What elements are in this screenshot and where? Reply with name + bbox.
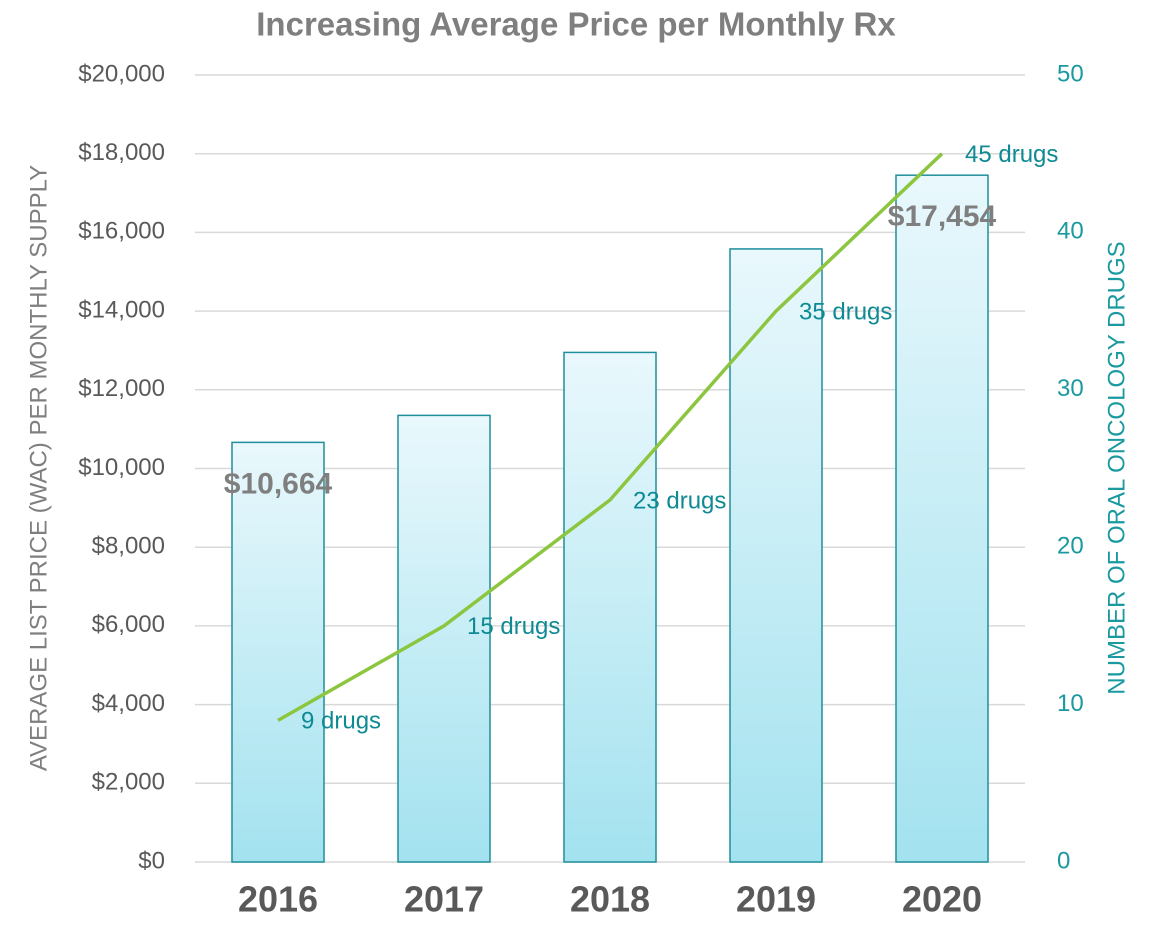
y-tick-label: $8,000 <box>92 533 165 560</box>
y-tick-label: $20,000 <box>78 60 165 87</box>
y2-axis-label: NUMBER OF ORAL ONCOLOGY DRUGS <box>1103 241 1130 694</box>
y-tick-label: $2,000 <box>92 769 165 796</box>
chart-title: Increasing Average Price per Monthly Rx <box>256 6 896 43</box>
bar <box>729 248 823 863</box>
bar <box>563 351 657 863</box>
y-tick-label: $0 <box>138 847 165 874</box>
line-value-label: 45 drugs <box>965 141 1058 168</box>
y2-tick-label: 10 <box>1057 690 1084 717</box>
line-value-label: 15 drugs <box>467 613 560 640</box>
y2-tick-label: 50 <box>1057 60 1084 87</box>
y-tick-label: $18,000 <box>78 139 165 166</box>
y2-tick-label: 40 <box>1057 218 1084 245</box>
bar-value-label: $17,454 <box>888 200 997 233</box>
x-tick-label: 2020 <box>902 879 982 920</box>
line-value-label: 9 drugs <box>301 708 381 735</box>
bar <box>895 174 989 863</box>
y-tick-label: $12,000 <box>78 375 165 402</box>
y2-tick-label: 0 <box>1057 847 1070 874</box>
y2-tick-label: 30 <box>1057 375 1084 402</box>
y-axis-label: AVERAGE LIST PRICE (WAC) PER MONTHLY SUP… <box>25 165 52 771</box>
bar-value-label: $10,664 <box>224 467 333 500</box>
y-tick-label: $6,000 <box>92 611 165 638</box>
y-tick-label: $4,000 <box>92 690 165 717</box>
y-tick-label: $16,000 <box>78 218 165 245</box>
x-tick-label: 2017 <box>404 879 484 920</box>
bar <box>231 441 325 863</box>
x-tick-label: 2016 <box>238 879 318 920</box>
line-value-label: 35 drugs <box>799 298 892 325</box>
line-value-label: 23 drugs <box>633 487 726 514</box>
x-tick-label: 2019 <box>736 879 816 920</box>
bar <box>397 414 491 863</box>
y-tick-label: $14,000 <box>78 296 165 323</box>
line <box>277 152 944 722</box>
x-tick-label: 2018 <box>570 879 650 920</box>
y-tick-label: $10,000 <box>78 454 165 481</box>
y2-tick-label: 20 <box>1057 533 1084 560</box>
